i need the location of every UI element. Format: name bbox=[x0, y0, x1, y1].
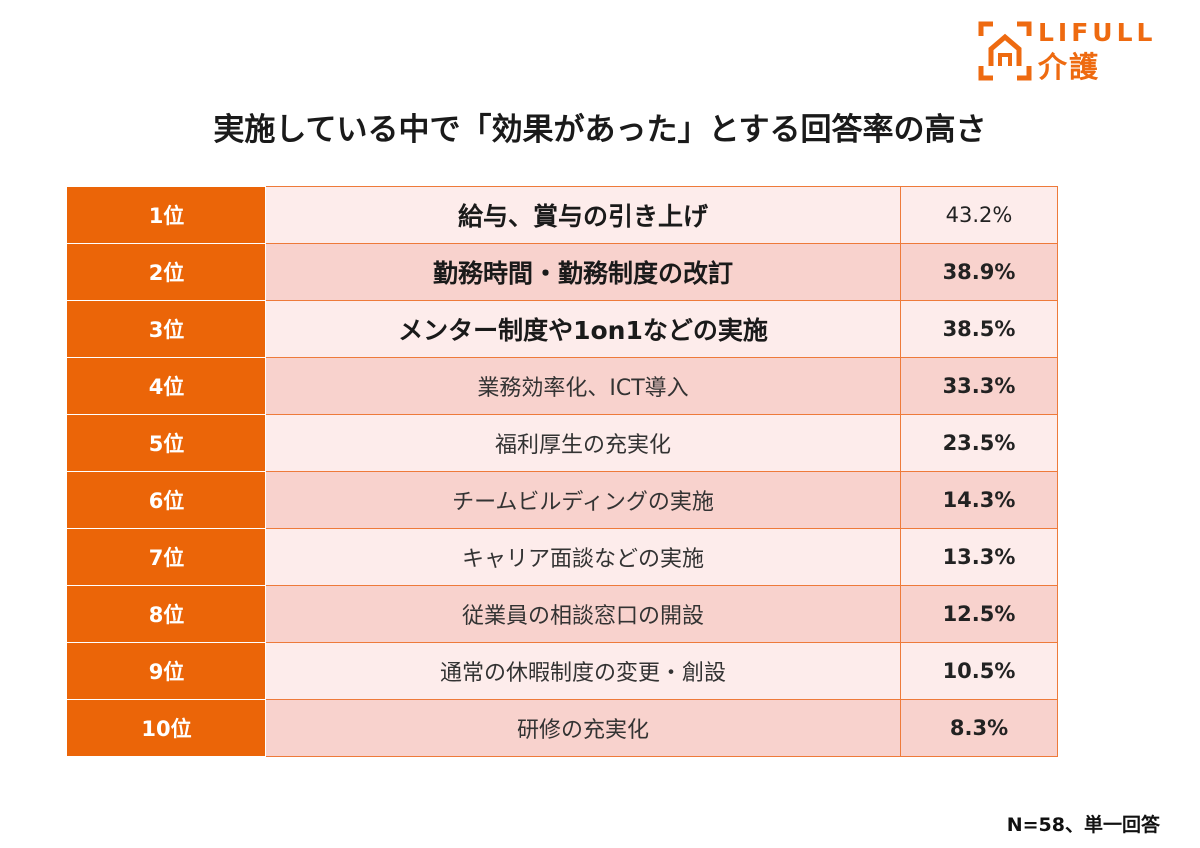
table-row: 8位 従業員の相談窓口の開設 12.5% bbox=[67, 585, 1058, 643]
rank-cell: 10位 bbox=[67, 699, 266, 757]
value-cell: 33.3% bbox=[900, 357, 1058, 415]
sample-note: N=58、単一回答 bbox=[1006, 814, 1160, 836]
item-cell: 研修の充実化 bbox=[265, 699, 901, 757]
rank-cell: 4位 bbox=[67, 357, 266, 415]
rank-cell: 5位 bbox=[67, 414, 266, 472]
brand-name: LIFULL bbox=[1038, 18, 1157, 47]
chart-title: 実施している中で「効果があった」とする回答率の高さ bbox=[213, 112, 987, 148]
table-row: 4位 業務効率化、ICT導入 33.3% bbox=[67, 357, 1058, 415]
value-cell: 13.3% bbox=[900, 528, 1058, 586]
item-cell: 給与、賞与の引き上げ bbox=[265, 186, 901, 244]
value-cell: 43.2% bbox=[900, 186, 1058, 244]
table-row: 3位 メンター制度や1on1などの実施 38.5% bbox=[67, 300, 1058, 358]
house-bracket-icon bbox=[978, 21, 1032, 81]
rank-cell: 7位 bbox=[67, 528, 266, 586]
value-cell: 10.5% bbox=[900, 642, 1058, 700]
table-row: 6位 チームビルディングの実施 14.3% bbox=[67, 471, 1058, 529]
table-row: 5位 福利厚生の充実化 23.5% bbox=[67, 414, 1058, 472]
table-row: 9位 通常の休暇制度の変更・創設 10.5% bbox=[67, 642, 1058, 700]
rank-cell: 2位 bbox=[67, 243, 266, 301]
table-row: 1位 給与、賞与の引き上げ 43.2% bbox=[67, 186, 1058, 244]
brand-logo: LIFULL 介護 bbox=[978, 18, 1178, 84]
item-cell: チームビルディングの実施 bbox=[265, 471, 901, 529]
table-row: 10位 研修の充実化 8.3% bbox=[67, 699, 1058, 757]
item-cell: 通常の休暇制度の変更・創設 bbox=[265, 642, 901, 700]
rank-cell: 9位 bbox=[67, 642, 266, 700]
rank-cell: 6位 bbox=[67, 471, 266, 529]
brand-subname: 介護 bbox=[1038, 50, 1101, 84]
item-cell: キャリア面談などの実施 bbox=[265, 528, 901, 586]
value-cell: 14.3% bbox=[900, 471, 1058, 529]
rank-cell: 3位 bbox=[67, 300, 266, 358]
value-cell: 38.5% bbox=[900, 300, 1058, 358]
value-cell: 38.9% bbox=[900, 243, 1058, 301]
item-cell: 勤務時間・勤務制度の改訂 bbox=[265, 243, 901, 301]
item-cell: 従業員の相談窓口の開設 bbox=[265, 585, 901, 643]
value-cell: 8.3% bbox=[900, 699, 1058, 757]
item-cell: 業務効率化、ICT導入 bbox=[265, 357, 901, 415]
table-row: 2位 勤務時間・勤務制度の改訂 38.9% bbox=[67, 243, 1058, 301]
item-cell: メンター制度や1on1などの実施 bbox=[265, 300, 901, 358]
table-row: 7位 キャリア面談などの実施 13.3% bbox=[67, 528, 1058, 586]
value-cell: 23.5% bbox=[900, 414, 1058, 472]
rank-cell: 1位 bbox=[67, 186, 266, 244]
rank-cell: 8位 bbox=[67, 585, 266, 643]
item-cell: 福利厚生の充実化 bbox=[265, 414, 901, 472]
value-cell: 12.5% bbox=[900, 585, 1058, 643]
ranking-table: 1位 給与、賞与の引き上げ 43.2% 2位 勤務時間・勤務制度の改訂 38.9% 3位 メン… bbox=[67, 186, 1058, 757]
